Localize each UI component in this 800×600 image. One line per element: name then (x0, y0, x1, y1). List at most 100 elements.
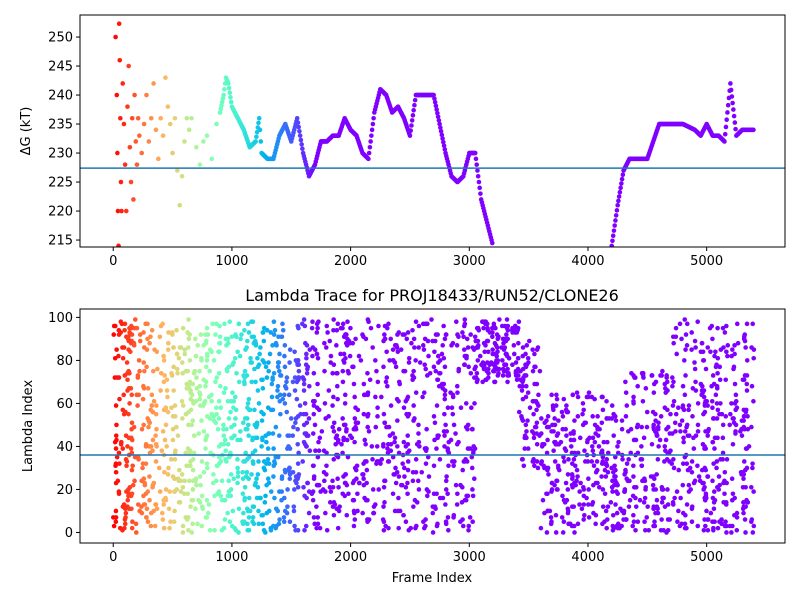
lambda-point (730, 441, 736, 447)
x-tick-label: 3000 (453, 550, 486, 565)
lambda-point (317, 435, 323, 441)
lambda-point (265, 446, 271, 451)
lambda-point (306, 416, 312, 421)
lambda-point (420, 394, 425, 400)
lambda-point (519, 388, 525, 393)
lambda-point (422, 362, 427, 368)
lambda-point (203, 446, 208, 451)
lambda-point (204, 358, 210, 363)
lambda-point (426, 489, 431, 494)
lambda-point (713, 392, 719, 398)
lambda-point (324, 472, 329, 477)
lambda-point (187, 332, 192, 337)
lambda-point (604, 463, 610, 469)
lambda-point (205, 510, 211, 516)
lambda-point (356, 353, 362, 359)
lambda-point (525, 418, 530, 423)
delta-g-point (472, 150, 478, 156)
lambda-point (689, 347, 694, 352)
lambda-point (615, 525, 621, 531)
lambda-point (171, 519, 177, 525)
lambda-point (187, 450, 192, 456)
lambda-point (344, 437, 350, 443)
lambda-point (180, 484, 186, 490)
lambda-point (520, 396, 526, 402)
lambda-point (226, 364, 232, 370)
lambda-point (338, 325, 344, 331)
delta-g-point (614, 208, 620, 213)
lambda-point (741, 414, 747, 419)
lambda-point (712, 446, 717, 451)
lambda-point (749, 383, 755, 389)
lambda-point (142, 482, 148, 488)
lambda-point (394, 345, 400, 350)
lambda-point (430, 338, 435, 344)
lambda-point (446, 528, 451, 533)
lambda-point (204, 461, 210, 466)
delta-g-point (133, 139, 139, 144)
lambda-point (182, 491, 187, 497)
lambda-point (462, 353, 468, 359)
lambda-point (217, 383, 223, 389)
lambda-point (396, 379, 402, 385)
lambda-point (613, 418, 619, 423)
lambda-point (302, 401, 308, 406)
lambda-point (732, 381, 738, 387)
lambda-point (714, 401, 720, 406)
lambda-point (203, 364, 209, 370)
lambda-point (205, 465, 210, 471)
lambda-point (451, 422, 457, 428)
lambda-point (560, 493, 565, 499)
lambda-point (273, 424, 279, 430)
lambda-point (722, 330, 728, 335)
y-tick-label: 250 (48, 31, 73, 46)
lambda-point (405, 467, 411, 473)
lambda-point (711, 525, 716, 531)
lambda-point (267, 351, 273, 357)
lambda-point (410, 469, 416, 475)
lambda-point (273, 340, 279, 346)
lambda-point (720, 325, 726, 331)
lambda-point (190, 467, 196, 473)
lambda-point (311, 411, 317, 417)
lambda-point (515, 355, 521, 361)
lambda-point (514, 368, 520, 374)
lambda-point (705, 433, 711, 438)
lambda-point (351, 508, 357, 514)
lambda-point (259, 512, 264, 518)
lambda-point (574, 390, 580, 395)
lambda-point (717, 482, 722, 488)
lambda-point (475, 358, 481, 363)
lambda-point (443, 502, 448, 507)
lambda-point (136, 358, 142, 363)
lambda-point (600, 504, 606, 509)
lambda-point (553, 530, 559, 535)
lambda-point (405, 480, 410, 486)
delta-g-point (132, 92, 137, 98)
lambda-point (738, 429, 743, 434)
lambda-point (123, 510, 129, 516)
lambda-point (310, 431, 316, 436)
lambda-point (396, 398, 401, 404)
lambda-point (290, 469, 296, 475)
lambda-point (437, 371, 442, 376)
lambda-point (659, 373, 664, 378)
lambda-point (577, 489, 582, 494)
lambda-point (355, 508, 360, 514)
lambda-point (481, 366, 487, 372)
lambda-point (448, 390, 453, 395)
lambda-point (344, 482, 350, 488)
lambda-point (249, 472, 254, 477)
lambda-point (693, 433, 699, 438)
lambda-point (292, 349, 297, 355)
delta-g-point (618, 185, 623, 191)
lambda-point (154, 506, 160, 512)
lambda-point (569, 523, 575, 529)
lambda-point (343, 422, 348, 428)
lambda-point (231, 405, 236, 411)
lambda-point (705, 517, 710, 522)
lambda-point (174, 366, 180, 372)
lambda-point (526, 360, 531, 365)
lambda-point (639, 424, 644, 430)
lambda-point (702, 409, 708, 415)
